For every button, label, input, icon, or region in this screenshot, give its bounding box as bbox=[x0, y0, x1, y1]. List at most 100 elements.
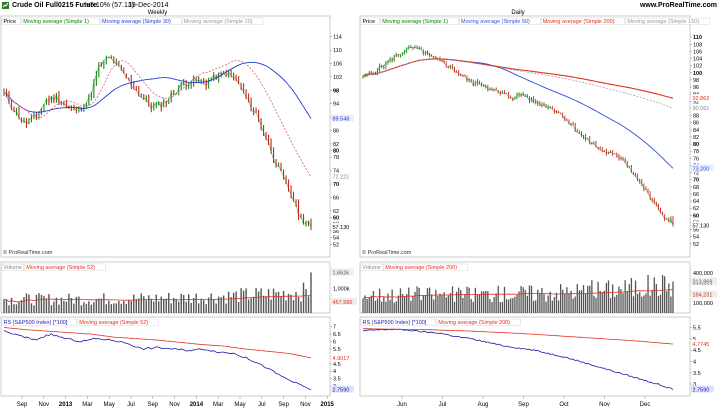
daily-volume-bar bbox=[560, 284, 562, 313]
weekly-rs-ma-line bbox=[3, 327, 312, 359]
weekly-volume-bar bbox=[145, 300, 147, 313]
daily-volume-bar bbox=[466, 286, 468, 313]
weekly-volume-bar bbox=[93, 302, 95, 313]
weekly-volume-bar bbox=[272, 288, 275, 313]
daily-volume-bar bbox=[630, 277, 633, 313]
weekly-volume-bar bbox=[85, 303, 88, 313]
weekly-rs-tag-ma-bg bbox=[331, 353, 354, 361]
weekly-volume-bar bbox=[125, 303, 128, 313]
daily-volume-bar bbox=[649, 295, 651, 313]
weekly-volume-bar bbox=[100, 298, 103, 313]
daily-volume-bar bbox=[555, 292, 558, 313]
weekly-ma10-line bbox=[3, 59, 312, 177]
daily-volume-bar bbox=[470, 298, 472, 313]
daily-volume-bar bbox=[512, 298, 514, 313]
weekly-volume-bar bbox=[267, 289, 270, 313]
weekly-rs-line bbox=[3, 329, 312, 390]
daily-volume-legend-box bbox=[383, 263, 468, 271]
weekly-volume-bar bbox=[200, 298, 202, 313]
weekly-rs-tag-rs: 2.7590 bbox=[333, 388, 350, 394]
daily-x-label: Jul bbox=[439, 402, 447, 408]
weekly-volume-bar bbox=[70, 297, 73, 313]
daily-volume-bar bbox=[487, 291, 489, 313]
daily-price-tick-label: 52 bbox=[693, 242, 699, 248]
weekly-tag-ma10: 72.221 bbox=[333, 175, 350, 181]
daily-volume-bar bbox=[524, 289, 526, 313]
weekly-volume-bar bbox=[35, 294, 38, 313]
daily-volume-bar bbox=[643, 295, 645, 313]
daily-volume-bar bbox=[626, 292, 628, 313]
weekly-volume-bar bbox=[220, 297, 222, 313]
weekly-x-label: Nov bbox=[169, 402, 180, 408]
daily-tag-ma200: 92.862 bbox=[693, 96, 710, 102]
daily-rs-tick-label: 3.5 bbox=[693, 371, 701, 377]
daily-volume-bar bbox=[387, 293, 389, 313]
daily-volume-bar bbox=[376, 298, 379, 313]
daily-volume-legend-box bbox=[360, 263, 383, 271]
quote-date: 19-Dec-2014 bbox=[128, 2, 169, 9]
daily-x-label: Sep bbox=[518, 402, 529, 408]
weekly-volume-bar bbox=[3, 299, 5, 313]
brand-link[interactable]: www.ProRealTime.com bbox=[639, 2, 717, 9]
weekly-rs-tick-label: 7 bbox=[333, 325, 336, 331]
daily-tag-ma200-bg bbox=[691, 94, 714, 102]
weekly-volume-bar bbox=[80, 305, 83, 313]
weekly-volume-bar bbox=[115, 303, 118, 313]
daily-x-label: Aug bbox=[478, 402, 489, 408]
daily-volume-bar bbox=[505, 299, 508, 313]
daily-volume-bar bbox=[507, 299, 510, 313]
daily-volume-bar bbox=[666, 291, 668, 313]
weekly-tag-ma1-bg bbox=[331, 223, 354, 231]
daily-price-tick-label: 54 bbox=[693, 235, 699, 241]
daily-volume-tick-label: 100,000 bbox=[693, 301, 713, 307]
weekly-price-tick-label: 78 bbox=[333, 155, 339, 161]
weekly-rs-tick-label: 6.5 bbox=[333, 332, 341, 338]
daily-volume-bar bbox=[587, 285, 589, 313]
daily-volume-bar bbox=[499, 302, 501, 313]
daily-ma150-line bbox=[362, 58, 674, 109]
weekly-volume-bar bbox=[255, 288, 257, 313]
weekly-volume-bar bbox=[168, 293, 170, 313]
weekly-volume-bar bbox=[287, 293, 290, 313]
daily-volume-bar bbox=[539, 292, 541, 313]
weekly-volume-bar bbox=[110, 304, 113, 313]
weekly-volume-bar bbox=[235, 291, 237, 313]
weekly-volume-bar bbox=[105, 304, 108, 313]
daily-volume-bar bbox=[589, 285, 591, 313]
daily-volume-bar bbox=[501, 301, 504, 313]
daily-x-label: Oct bbox=[559, 402, 569, 408]
daily-price-legend-box bbox=[380, 17, 459, 25]
daily-price-tick-label: 108 bbox=[693, 42, 702, 48]
daily-price-legend-2: Moving average (Simple 50) bbox=[461, 19, 530, 25]
daily-volume-bar bbox=[426, 288, 429, 313]
daily-tag-ma1-bg bbox=[691, 221, 714, 229]
daily-volume-bar bbox=[601, 292, 603, 313]
daily-volume-bar bbox=[364, 295, 366, 313]
daily-volume-bar bbox=[537, 289, 539, 313]
weekly-volume-bar bbox=[185, 301, 187, 313]
chart-icon[interactable] bbox=[2, 2, 9, 9]
daily-tag-ma1: 57.130 bbox=[693, 224, 710, 230]
weekly-volume-bar bbox=[43, 296, 45, 313]
weekly-price-tick-label: 94 bbox=[333, 102, 339, 108]
weekly-volume-bar bbox=[113, 303, 115, 313]
daily-volume-bar bbox=[485, 290, 487, 313]
daily-price-legend-box bbox=[360, 17, 380, 25]
daily-volume-tag-ma: 184,231 bbox=[693, 293, 713, 299]
daily-price-legend-3: Moving average (Simple 200) bbox=[543, 19, 615, 25]
weekly-volume-tag-vol-bg bbox=[331, 268, 354, 276]
weekly-volume-bar bbox=[8, 305, 10, 313]
weekly-volume-bar bbox=[60, 297, 63, 313]
weekly-volume-bar bbox=[212, 299, 215, 313]
daily-volume-bar bbox=[557, 300, 560, 313]
daily-volume-bar bbox=[406, 294, 408, 313]
daily-price-tick-label: 104 bbox=[693, 57, 702, 63]
daily-volume-bar bbox=[433, 299, 435, 313]
weekly-volume-bar bbox=[28, 294, 30, 313]
weekly-x-label: May bbox=[234, 402, 245, 408]
daily-volume-bar bbox=[510, 298, 512, 313]
weekly-volume-bar bbox=[133, 294, 135, 313]
weekly-volume-bar bbox=[202, 300, 205, 313]
weekly-volume-bar bbox=[222, 295, 225, 313]
